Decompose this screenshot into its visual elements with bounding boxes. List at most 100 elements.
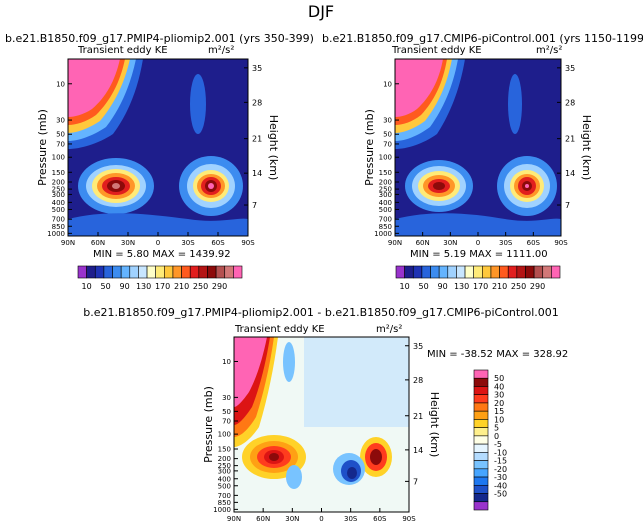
panel-1-subtitle: Transient eddy KE (77, 45, 168, 56)
panel-1-ytick-right-label: 35 (252, 64, 262, 73)
colorbar-swatch (224, 265, 234, 279)
colorbar-swatch (120, 265, 131, 279)
colorbar-swatch (198, 265, 208, 279)
panel-2-stats: MIN = 5.19 MAX = 1111.00 (410, 249, 548, 260)
colorbar-swatch (155, 265, 165, 279)
panel-2: b.e21.B1850.f09_g17.CMIP6-piControl.001 … (322, 32, 643, 237)
colorbar-swatch (189, 265, 200, 279)
panel-1-ytick-right-label: 7 (252, 201, 257, 210)
panel-3-ylabel: Pressure (mb) (202, 386, 215, 463)
colorbar-label: 5 (494, 424, 499, 433)
colorbar-label: 250 (193, 282, 208, 291)
colorbar-swatch (129, 265, 139, 279)
panel-1-ytick-label: 10 (56, 80, 65, 88)
panel-1-xtick-label: 90S (241, 239, 255, 247)
panel-3-ytick-label: 700 (218, 492, 231, 500)
panel-2-xtick-label: 30S (499, 239, 513, 247)
colorbar-swatch (473, 410, 489, 420)
colorbar-label: -5 (494, 440, 502, 449)
panel-2-subtitle: Transient eddy KE (391, 45, 482, 56)
colorbar-label: 20 (494, 399, 504, 408)
panel-2-ytick-label: 70 (383, 140, 392, 148)
panel-2-ytick-label: 10 (383, 80, 392, 88)
panel-3-ytick-label: 250 (218, 462, 231, 470)
panel-1-jet-core (68, 59, 120, 117)
colorbar-label: 90 (438, 282, 448, 291)
panel-2-ytick-label: 150 (379, 169, 392, 177)
panel-3-ytick-right-label: 28 (413, 376, 423, 385)
colorbar-swatch (551, 265, 561, 279)
panel-2-ytick-label: 700 (379, 216, 392, 224)
colorbar-swatch (172, 265, 182, 279)
colorbar-swatch (447, 265, 457, 279)
colorbar-label: 15 (494, 407, 504, 416)
colorbar-swatch (146, 265, 156, 279)
colorbar-swatch (473, 468, 489, 478)
panel-2-xtick-label: 30N (443, 239, 457, 247)
panel-2-ytick-label: 300 (379, 191, 392, 199)
panel-3-axes: 90N 60N 30N 0 30S 60S 90S103050701001502002503… (202, 342, 441, 523)
panel-3-ytick-label: 100 (218, 431, 231, 439)
panel-1-ytick-label: 850 (52, 223, 65, 231)
panel-1-xtick-label: 60N (91, 239, 105, 247)
colorbar-swatch (473, 386, 489, 396)
colorbar-label: 250 (511, 282, 526, 291)
panel-3-subtitle: Transient eddy KE (234, 324, 325, 335)
panel-1-axes: 90N 60N 30N 0 30S 60S 90S103050701001502002503… (36, 64, 280, 247)
panel-3-ytick-label: 30 (222, 394, 231, 402)
colorbar-swatch (473, 460, 489, 470)
panel-2-ytick-label: 250 (379, 186, 392, 194)
colorbar-swatch (473, 435, 489, 445)
panel-3-stats: MIN = -38.52 MAX = 328.92 (427, 349, 568, 360)
colorbar-label: 30 (494, 391, 504, 400)
colorbar-swatch (421, 265, 431, 279)
panel-2-ytick-right-label: 35 (565, 64, 575, 73)
colorbar-swatch (473, 369, 489, 379)
colorbar-label: 50 (419, 282, 429, 291)
colorbar-label: -20 (494, 465, 507, 474)
panel-1-units: m²/s² (208, 45, 234, 56)
colorbar-swatch (473, 419, 489, 428)
panel-1-xtick-label: 60S (211, 239, 225, 247)
panel-1-xtick-label: 90N (61, 239, 75, 247)
panel-1-stats: MIN = 5.80 MAX = 1439.92 (93, 249, 231, 260)
colorbar-swatch (181, 265, 191, 279)
panel-1-ytick-label: 50 (56, 131, 65, 139)
panel-2-ytick-label: 400 (379, 199, 392, 207)
panel-3-ytick-label: 850 (218, 499, 231, 507)
panel-2-ytick-label: 850 (379, 223, 392, 231)
colorbar-swatch (490, 265, 500, 279)
colorbar-swatch (473, 452, 489, 461)
panel-3-ytick-right-label: 14 (413, 446, 423, 455)
panel-1-ytick-label: 70 (56, 140, 65, 148)
panel-2-ytick-right-label: 28 (565, 98, 575, 107)
colorbar-label: -30 (494, 473, 507, 482)
panel-2-xtick-label: 0 (476, 239, 480, 247)
colorbar-swatch (473, 394, 489, 404)
panel-3-ytick-label: 200 (218, 455, 231, 463)
colorbar-swatch (412, 265, 423, 279)
panel-1: b.e21.B1850.f09_g17.PMIP4-pliomip2.001 (… (5, 32, 314, 237)
colorbar-swatch (456, 265, 466, 279)
panel-3-title: b.e21.B1850.f09_g17.PMIP4-pliomip2.001 -… (83, 306, 559, 319)
panel-2-ytick-label: 200 (379, 179, 392, 187)
panel-1-xtick-label: 30S (181, 239, 195, 247)
panel-2-ytick-right-label: 21 (565, 135, 575, 144)
panel-1-sh-storm-core (208, 183, 214, 189)
panel-3-xtick-label: 90N (227, 515, 241, 523)
panel-2-units: m²/s² (536, 45, 562, 56)
colorbar-label: 10 (400, 282, 410, 291)
colorbar-label: 290 (530, 282, 545, 291)
panel-2-ytick-right-label: 14 (565, 169, 575, 178)
axes-layer: 90N 60N 30N 0 30S 60S 90S103050701001502002503… (36, 64, 593, 523)
colorbar-swatch (473, 501, 489, 511)
colorbar-swatch (112, 265, 122, 279)
panel-2-ytick-right-label: 7 (565, 201, 570, 210)
colorbar-swatch (499, 265, 509, 279)
colorbar-label: 210 (174, 282, 189, 291)
panel-2-xtick-label: 90S (554, 239, 568, 247)
panel-1-ytick-label: 400 (52, 199, 65, 207)
colorbar-swatch (94, 265, 105, 279)
